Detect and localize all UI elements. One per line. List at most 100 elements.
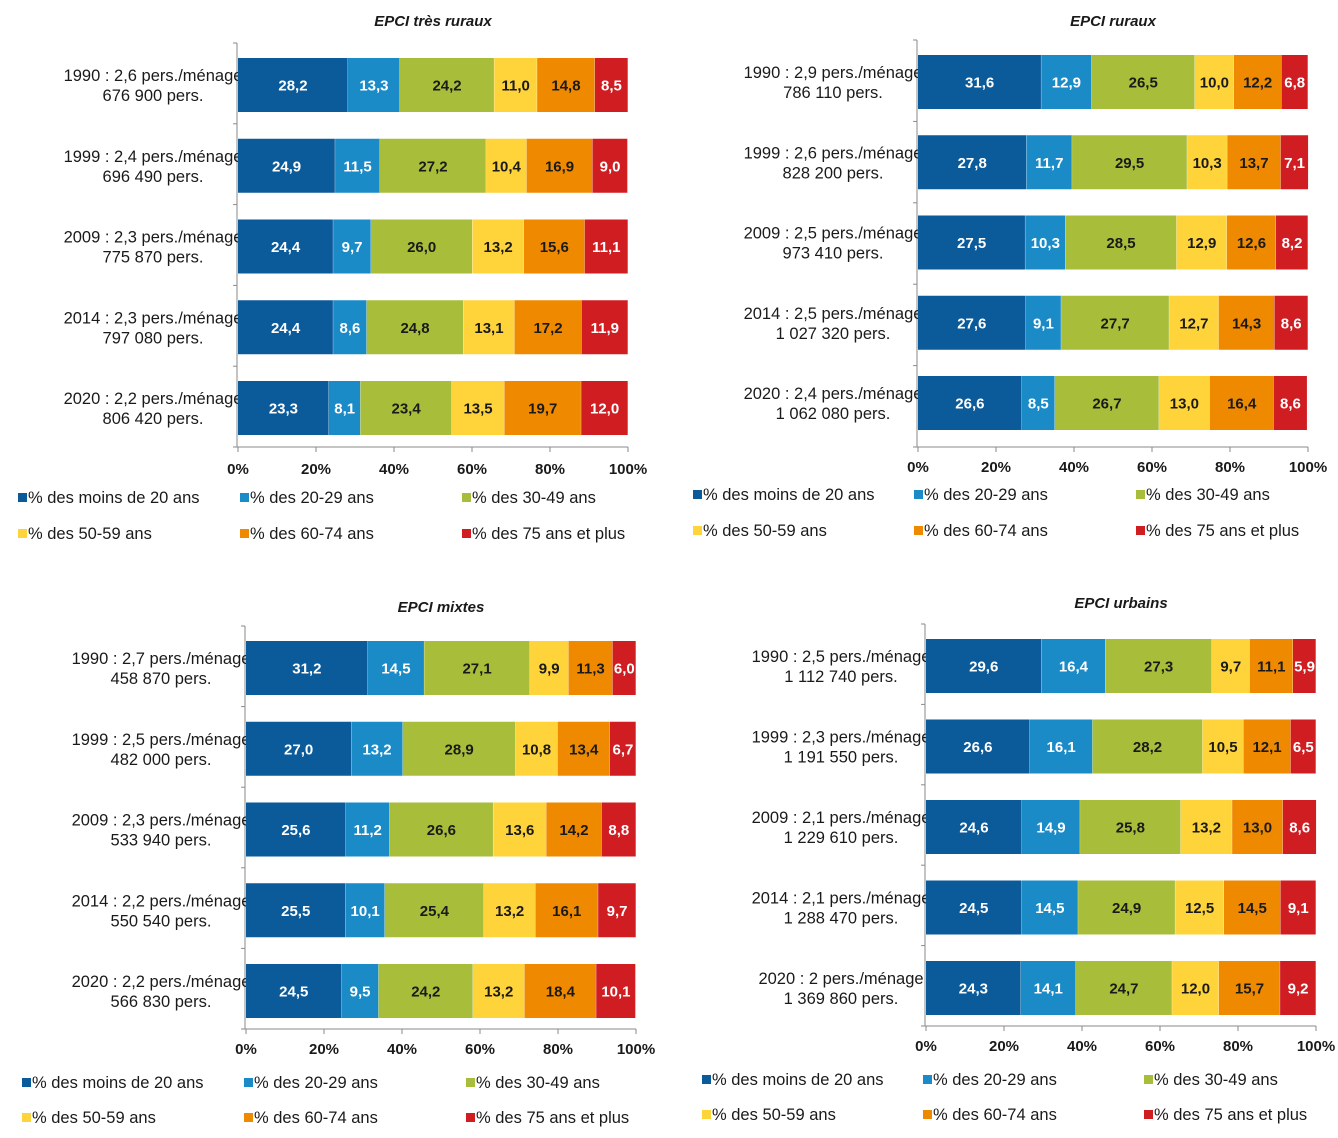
chart-epci-mixtes: EPCI mixtes 0% 20% 40% 60% 80% 100% 1990 : 2,7 … [0,566,669,1133]
bar-data-label: 12,0 [1181,981,1210,998]
legend-label: % des moins de 20 ans [32,1074,204,1092]
bar-data-label: 27,2 [418,158,447,175]
bar-data-label: 28,5 [1106,235,1135,252]
bar-segment [384,883,484,938]
bar-data-label: 13,0 [1243,820,1272,837]
bar-data-label: 9,2 [1288,981,1309,998]
bar-segment [1280,961,1316,1015]
bar-data-label: 16,4 [1059,659,1089,676]
row-label-line1: 1990 : 2,7 pers./ménage [72,650,251,668]
legend-swatch [693,490,702,499]
bar-data-label: 8,2 [1282,235,1303,252]
legend-label: % des 50-59 ans [32,1109,156,1127]
bar-segment [1282,800,1317,854]
bar-data-label: 12,0 [590,401,619,418]
bar-data-label: 27,0 [284,741,313,758]
bar-segment [424,641,530,695]
bar-segment [345,883,385,938]
bar-data-label: 27,6 [957,315,986,332]
legend-swatch [22,1078,31,1087]
legend-swatch [466,1113,475,1122]
bar-data-label: 13,4 [569,741,599,758]
bar-segment [360,381,452,435]
bar-segment [926,880,1022,935]
bar-segment [612,641,636,695]
bar-segment [1175,880,1224,935]
x-tick-label: 80% [535,461,565,478]
bar-data-label: 14,5 [381,661,410,678]
bar-data-label: 13,3 [359,78,388,95]
bar-data-label: 8,5 [1028,396,1049,413]
bar-data-label: 10,1 [351,903,380,920]
bar-data-label: 8,1 [334,401,355,418]
bar-data-label: 10,3 [1193,155,1222,172]
legend-label: % des 75 ans et plus [1154,1106,1307,1124]
bar-segment [1273,376,1308,430]
bar-segment [1075,961,1173,1015]
row-label-line2: 1 062 080 pers. [776,405,891,423]
bar-segment [1072,135,1188,190]
bar-segment [238,219,334,274]
bar-segment [592,138,628,193]
chart-svg: EPCI très ruraux 0% 20% 40% 60% 80% 100% 1990 :… [18,13,647,543]
bar-data-label: 26,7 [1092,396,1121,413]
bar-data-label: 24,9 [272,158,301,175]
bar-data-label: 8,6 [1289,820,1310,837]
chart-title: EPCI mixtes [398,599,485,616]
bar-data-label: 13,2 [362,741,391,758]
bar-segment [1233,55,1282,109]
bar-data-label: 11,2 [353,822,381,839]
bar-segment [1021,800,1081,854]
bar-segment [238,58,348,112]
legend-label: % des 75 ans et plus [1146,522,1299,540]
row-label-line2: 775 870 pers. [103,249,204,267]
bar-data-label: 25,5 [281,903,310,920]
bar-segment [557,721,610,776]
legend-label: % des moins de 20 ans [712,1071,884,1089]
bar-data-label: 9,9 [539,661,560,678]
bar-data-label: 27,5 [957,235,986,252]
bar-segment [463,300,515,355]
bar-segment [451,381,505,435]
bar-data-label: 12,7 [1179,315,1208,332]
bar-segment [926,639,1042,693]
bar-data-label: 14,8 [551,78,580,95]
bar-segment [1025,295,1062,350]
bar-data-label: 6,7 [613,741,634,758]
legend-swatch [22,1113,31,1122]
bar-segment [529,641,569,695]
bar-data-label: 8,5 [601,78,622,95]
bar-segment [524,964,597,1018]
legend-swatch [1144,1110,1153,1119]
legend-label: % des moins de 20 ans [703,486,875,504]
bar-segment [1292,639,1316,693]
legend-label: % des 60-74 ans [254,1109,378,1127]
bar-segment [1274,295,1308,350]
bar-data-label: 6,5 [1293,739,1314,756]
bar-segment [918,295,1026,350]
bar-data-label: 28,2 [278,78,307,95]
legend-label: % des 30-49 ans [1146,486,1270,504]
x-tick-label: 60% [465,1041,495,1058]
row-label-line2: 1 369 860 pers. [784,990,899,1008]
legend-swatch [914,490,923,499]
legend-swatch [1136,490,1145,499]
bar-data-label: 25,4 [420,903,450,920]
bar-segment [1091,55,1195,109]
x-tick-label: 100% [609,461,647,478]
bar-segment [379,138,487,193]
bar-segment [238,300,334,355]
bar-data-label: 24,5 [279,984,308,1001]
row-label-line1: 1999 : 2,6 pers./ménage [744,144,923,162]
bar-data-label: 8,8 [608,822,629,839]
chart-title: EPCI très ruraux [374,13,492,30]
bar-data-label: 12,6 [1237,235,1266,252]
legend-swatch [923,1110,932,1119]
legend-swatch [923,1075,932,1084]
row-label-line1: 2020 : 2,2 pers./ménage [64,390,243,408]
x-tick-label: 0% [227,461,249,478]
bar-data-label: 31,6 [965,75,994,92]
bar-segment [345,802,390,857]
bar-data-label: 7,1 [1284,155,1305,172]
bar-data-label: 13,7 [1239,155,1268,172]
